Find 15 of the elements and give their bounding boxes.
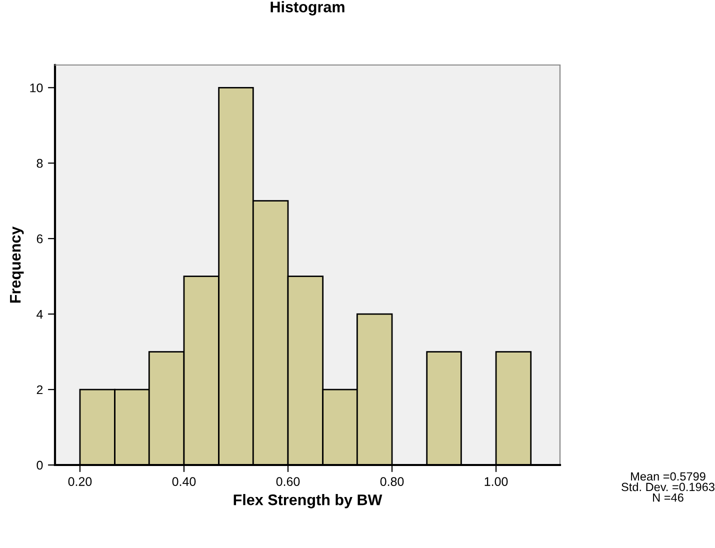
chart-title: Histogram <box>270 1 344 16</box>
x-tick-label: 0.60 <box>276 477 300 486</box>
x-tick-label: 0.40 <box>172 477 196 486</box>
x-axis-title: Flex Strength by BW <box>234 494 382 508</box>
y-tick-label: 2 <box>36 385 43 394</box>
y-tick-label: 6 <box>36 234 43 244</box>
text: Mean =0.5799 Std. Dev. =0.1963 N =46 <box>622 472 714 502</box>
y-tick-label: 0 <box>36 460 43 470</box>
x-tick-label: 0.20 <box>68 477 92 486</box>
x-tick-label: 1.00 <box>484 477 508 486</box>
y-axis-title: Frequency <box>10 226 24 303</box>
x-tick-label: 0.80 <box>380 477 404 486</box>
y-tick-label: 10 <box>30 83 43 92</box>
y-tick-label: 4 <box>36 310 43 319</box>
y-tick-label: 8 <box>36 158 43 168</box>
